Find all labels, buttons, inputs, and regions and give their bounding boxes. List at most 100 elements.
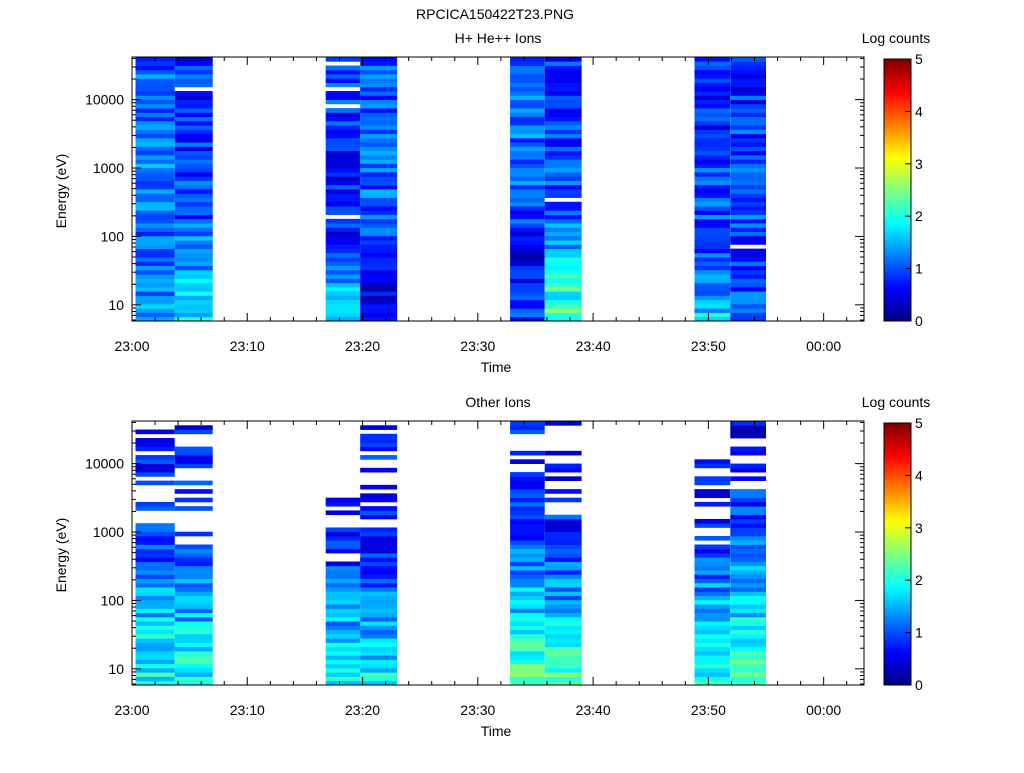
heatmap-cell — [135, 69, 175, 75]
colorbar-segment — [884, 551, 911, 555]
colorbar-segment — [884, 122, 911, 125]
heatmap-cell — [544, 531, 582, 537]
heatmap-cell — [694, 176, 731, 181]
colorbar-segment — [884, 303, 911, 307]
colorbar-segment — [884, 449, 911, 452]
heatmap-cell — [510, 299, 545, 305]
heatmap-cell — [510, 663, 545, 669]
colorbar-segment — [884, 126, 911, 130]
heatmap-cell — [135, 557, 175, 562]
colorbar-tick-label: 2 — [915, 208, 923, 224]
heatmap-cell — [694, 518, 731, 524]
heatmap-cell — [730, 574, 766, 579]
heatmap-cell — [325, 82, 361, 88]
heatmap-cell — [730, 99, 766, 105]
heatmap-cell — [694, 231, 731, 237]
heatmap-cell — [544, 527, 582, 533]
colorbar-segment — [884, 251, 911, 254]
colorbar-segment — [884, 617, 911, 620]
heatmap-cell — [174, 286, 213, 292]
heatmap-cell — [694, 108, 731, 113]
heatmap-cell — [544, 210, 582, 215]
colorbar-segment — [884, 442, 911, 446]
colorbar-segment — [884, 534, 911, 538]
heatmap-cell — [325, 501, 361, 507]
colorbar-segment — [884, 146, 911, 150]
x-tick-label: 23:10 — [230, 702, 265, 718]
colorbar-segment — [884, 107, 911, 110]
colorbar-segment — [884, 604, 911, 607]
heatmap-cell — [544, 421, 582, 426]
colorbar-segment — [884, 501, 911, 505]
heatmap-cell — [174, 150, 213, 156]
heatmap-cell — [135, 184, 175, 190]
heatmap-cell — [544, 206, 582, 211]
colorbar-segment — [884, 192, 911, 195]
heatmap-cell — [135, 591, 175, 596]
colorbar-segment — [884, 610, 911, 614]
heatmap-cell — [544, 540, 582, 545]
heatmap-cell — [694, 116, 731, 122]
colorbar-segment — [884, 650, 911, 653]
heatmap-cell — [174, 565, 213, 571]
heatmap-cell — [730, 659, 766, 665]
heatmap-cell — [694, 663, 731, 669]
heatmap-cell — [544, 676, 582, 682]
heatmap-cell — [730, 548, 766, 554]
heatmap-cell — [174, 189, 213, 194]
heatmap-cell — [730, 214, 766, 220]
heatmap-cell — [325, 129, 361, 135]
heatmap-cell — [544, 467, 582, 473]
heatmap-cell — [694, 616, 731, 622]
heatmap-cell — [174, 112, 213, 118]
heatmap-cell — [360, 108, 398, 113]
heatmap-cell — [135, 659, 175, 665]
heatmap-cell — [360, 612, 398, 618]
heatmap-cell — [694, 103, 731, 109]
colorbar-segment — [884, 497, 911, 500]
heatmap-cell — [694, 257, 731, 262]
heatmap-cell — [360, 578, 398, 584]
colorbar-segment — [884, 588, 911, 592]
heatmap-cell — [694, 146, 731, 152]
heatmap-cell — [325, 163, 361, 169]
heatmap-cell — [360, 312, 398, 318]
heatmap-cell — [544, 265, 582, 271]
heatmap-cell — [694, 548, 731, 554]
heatmap-cell — [730, 433, 766, 439]
heatmap-cell — [325, 112, 361, 118]
heatmap-cell — [730, 240, 766, 245]
heatmap-cell — [730, 95, 766, 100]
heatmap-cell — [360, 591, 398, 596]
heatmap-cell — [360, 218, 398, 224]
heatmap-cell — [510, 86, 545, 92]
heatmap-cell — [174, 621, 213, 626]
heatmap-cell — [730, 167, 766, 173]
heatmap-cell — [544, 99, 582, 105]
heatmap-cell — [544, 612, 582, 618]
heatmap-cell — [544, 497, 582, 503]
heatmap-cell — [510, 591, 545, 596]
heatmap-cell — [730, 429, 766, 435]
heatmap-cell — [544, 672, 582, 677]
figure-title: RPCICA150422T23.PNG — [416, 6, 574, 22]
heatmap-cell — [174, 459, 213, 464]
heatmap-cell — [694, 299, 731, 305]
heatmap-cell — [135, 214, 175, 220]
colorbar-segment — [884, 286, 911, 289]
x-tick-label: 23:50 — [691, 338, 726, 354]
heatmap-cell — [174, 240, 213, 245]
heatmap-cell — [544, 244, 582, 250]
heatmap-cell — [325, 510, 361, 516]
heatmap-cell — [694, 252, 731, 258]
colorbar-segment — [884, 172, 911, 176]
heatmap-cell — [360, 154, 398, 160]
heatmap-cell — [174, 265, 213, 271]
heatmap-cell — [694, 629, 731, 635]
colorbar-segment — [884, 87, 911, 91]
colorbar-segment — [884, 656, 911, 660]
heatmap-cell — [730, 506, 766, 511]
heatmap-cell — [694, 210, 731, 215]
heatmap-cell — [544, 180, 582, 186]
heatmap-cell — [730, 142, 766, 147]
